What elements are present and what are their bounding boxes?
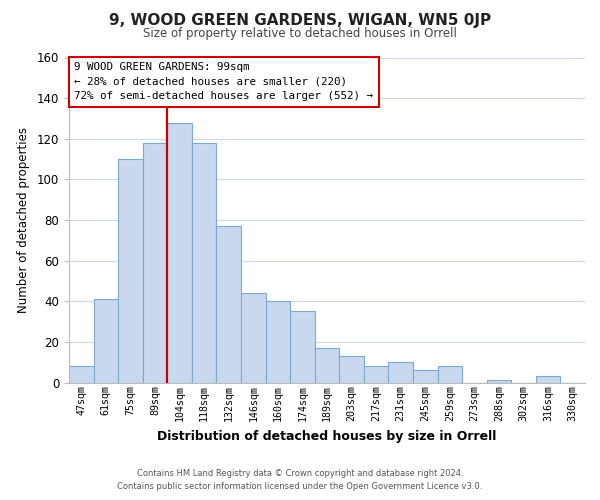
Bar — [167, 122, 192, 382]
Text: Size of property relative to detached houses in Orrell: Size of property relative to detached ho… — [143, 28, 457, 40]
Bar — [290, 312, 315, 382]
Bar — [69, 366, 94, 382]
Text: Contains HM Land Registry data © Crown copyright and database right 2024.
Contai: Contains HM Land Registry data © Crown c… — [118, 470, 482, 491]
Bar — [217, 226, 241, 382]
Bar — [536, 376, 560, 382]
Text: 9 WOOD GREEN GARDENS: 99sqm
← 28% of detached houses are smaller (220)
72% of se: 9 WOOD GREEN GARDENS: 99sqm ← 28% of det… — [74, 62, 373, 101]
Bar — [315, 348, 339, 382]
Y-axis label: Number of detached properties: Number of detached properties — [17, 127, 30, 313]
Bar — [339, 356, 364, 382]
Bar — [118, 159, 143, 382]
Bar — [143, 143, 167, 382]
Bar — [94, 299, 118, 382]
X-axis label: Distribution of detached houses by size in Orrell: Distribution of detached houses by size … — [157, 430, 497, 442]
Bar — [364, 366, 388, 382]
Bar — [413, 370, 437, 382]
Bar — [241, 293, 266, 382]
Bar — [437, 366, 462, 382]
Bar — [192, 143, 217, 382]
Bar — [388, 362, 413, 382]
Text: 9, WOOD GREEN GARDENS, WIGAN, WN5 0JP: 9, WOOD GREEN GARDENS, WIGAN, WN5 0JP — [109, 12, 491, 28]
Bar — [487, 380, 511, 382]
Bar — [266, 301, 290, 382]
